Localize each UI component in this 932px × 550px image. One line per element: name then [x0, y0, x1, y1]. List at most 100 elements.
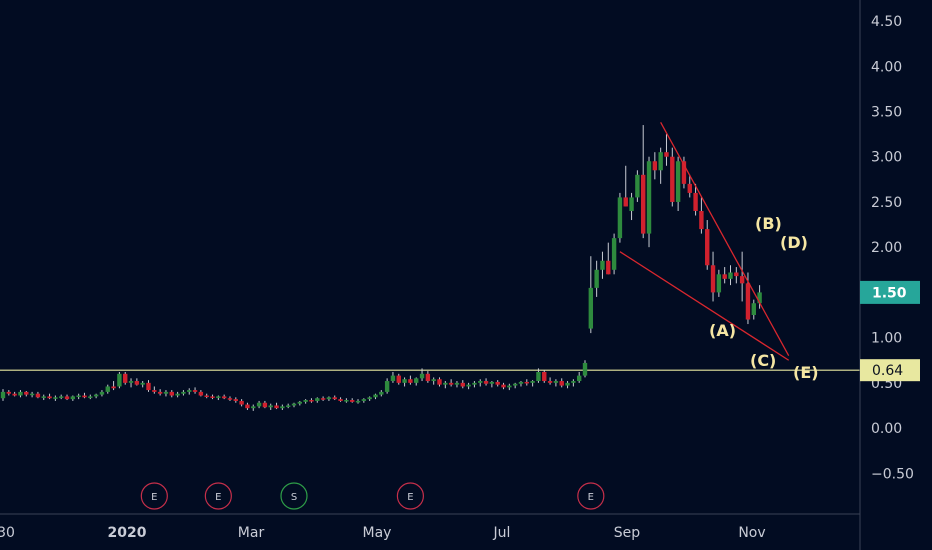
candle-body — [367, 397, 372, 400]
event-marker-earnings[interactable]: E — [204, 482, 232, 510]
candle — [716, 269, 722, 297]
candle — [227, 396, 233, 401]
candle-body — [76, 395, 81, 398]
candle-body — [588, 287, 594, 329]
candle-body — [623, 197, 628, 207]
candle — [443, 381, 448, 389]
candle — [559, 378, 564, 388]
candle — [705, 220, 710, 270]
candle — [320, 396, 326, 401]
candle — [128, 378, 134, 388]
candle — [53, 395, 58, 401]
event-marker-earnings[interactable]: E — [140, 482, 168, 510]
candle — [134, 378, 140, 386]
candle-body — [547, 381, 553, 383]
candle-body — [35, 393, 41, 398]
candle — [0, 389, 6, 401]
candle-body — [181, 391, 186, 394]
candle-body — [198, 391, 204, 396]
candle-body — [478, 381, 483, 383]
candle — [425, 371, 431, 383]
candle — [402, 377, 407, 387]
candle-body — [146, 382, 151, 391]
candle — [384, 378, 390, 394]
candle-body — [559, 381, 564, 386]
candle-body — [216, 396, 221, 398]
event-marker-earnings[interactable]: E — [396, 482, 424, 510]
candle-body — [687, 183, 692, 193]
candle-body — [635, 174, 640, 198]
candle-body — [606, 260, 611, 275]
candle — [35, 391, 41, 399]
candle — [466, 382, 471, 390]
candle-body — [431, 379, 436, 382]
event-marker-split[interactable]: S — [280, 482, 308, 510]
candle — [524, 379, 529, 386]
candle-body — [361, 399, 367, 401]
candle-body — [251, 406, 256, 409]
candle — [757, 285, 762, 309]
candle-body — [280, 406, 285, 409]
candle-body — [437, 379, 442, 385]
candle — [419, 368, 425, 382]
candle — [140, 381, 145, 388]
candle — [192, 387, 198, 394]
candle-body — [379, 391, 384, 395]
candle-body — [82, 395, 87, 398]
candle — [710, 251, 716, 302]
y-tick-label: 2.00 — [871, 240, 902, 256]
candle — [478, 379, 483, 387]
candle-body — [309, 400, 314, 402]
candle — [245, 402, 250, 410]
candle — [157, 389, 163, 396]
candle-body — [483, 381, 489, 384]
candle-body — [315, 398, 320, 401]
candle-body — [646, 161, 652, 234]
candle-body — [699, 210, 704, 230]
candle — [693, 183, 698, 216]
candle-body — [565, 382, 570, 386]
candle — [99, 390, 105, 397]
candle — [204, 393, 209, 399]
event-marker-earnings[interactable]: E — [577, 482, 605, 510]
candle-body — [233, 399, 238, 401]
candle-body — [390, 375, 396, 382]
candle — [751, 299, 756, 320]
event-marker-circle — [577, 482, 605, 510]
level-price-badge-bg — [860, 359, 920, 382]
candle-body — [611, 238, 617, 270]
candle — [518, 381, 524, 387]
candle-body — [285, 405, 291, 407]
candle-body — [169, 391, 174, 396]
y-axis[interactable]: 4.504.003.503.002.502.001.000.500.00−0.5… — [859, 0, 920, 550]
candle-body — [297, 401, 303, 404]
candle-body — [175, 393, 180, 396]
candle — [448, 379, 454, 387]
x-tick-label: Nov — [738, 525, 765, 541]
last-price-badge: 1.50 — [860, 280, 920, 304]
candle — [111, 381, 116, 391]
candle-body — [134, 381, 140, 385]
wave-label-b: (B) — [755, 214, 782, 233]
candle-body — [751, 303, 756, 316]
trendlines — [619, 122, 790, 361]
candle-body — [501, 384, 506, 388]
candle-body — [373, 394, 378, 398]
x-axis: 30 2020 Mar May Jul Sep Nov — [0, 513, 860, 541]
last-price-badge-bg — [860, 280, 920, 304]
candle-body — [396, 375, 401, 383]
candle-body — [518, 381, 524, 384]
candle-body — [128, 381, 134, 383]
level-price-badge: 0.64 — [860, 359, 920, 382]
y-tick-label: 2.50 — [871, 195, 902, 211]
candle — [675, 156, 681, 211]
candle — [41, 394, 46, 401]
candle-body — [734, 272, 739, 277]
candle — [187, 388, 192, 395]
candle-body — [536, 371, 541, 382]
candle-body — [670, 156, 675, 202]
candle-body — [454, 382, 460, 385]
candle-body — [111, 386, 116, 389]
